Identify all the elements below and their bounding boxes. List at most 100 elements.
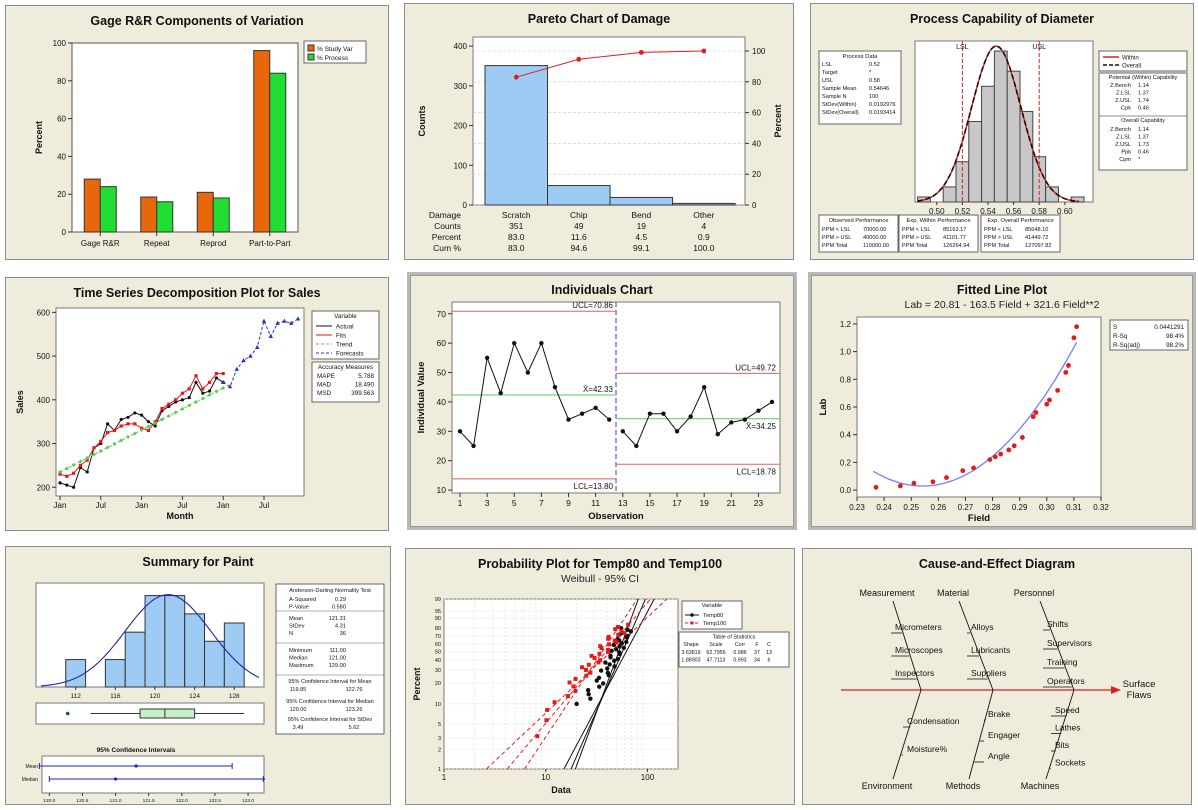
x-tick-label: 0.32 xyxy=(1093,503,1109,512)
performance-label: PPM > USL xyxy=(902,235,931,241)
stats-value: 98.2% xyxy=(1166,342,1184,349)
x-tick-label: 21 xyxy=(727,498,737,508)
forecast-point xyxy=(221,379,226,384)
potential-value: 1.14 xyxy=(1138,83,1149,89)
plot-area xyxy=(856,316,1102,498)
ci-x-tick-label: 120.5 xyxy=(76,798,88,804)
observation-point xyxy=(647,411,653,416)
potential-value: 0.46 xyxy=(1138,106,1149,112)
actual-point xyxy=(153,424,157,428)
x-tick-label: 15 xyxy=(645,498,655,508)
temp80-point xyxy=(605,666,610,671)
methods-cause-label: Engager xyxy=(988,730,1020,740)
ucl2-label: UCL=49.72 xyxy=(735,363,776,372)
stats-table-cell: 34 xyxy=(754,658,760,664)
bar-process xyxy=(99,186,117,233)
bar-process xyxy=(212,197,230,233)
trend-point xyxy=(78,459,83,464)
data-point xyxy=(911,480,917,486)
mean1-label: X̄=42.33 xyxy=(583,385,614,394)
quantile-value: 129.00 xyxy=(329,663,346,669)
y-tick-label: 95 xyxy=(435,609,441,615)
usl-label: USL xyxy=(1032,44,1046,51)
temp100-point xyxy=(586,662,591,667)
capability-title: Process Capability of Diameter xyxy=(909,12,1095,26)
temp100-point xyxy=(544,718,549,723)
overall-value: 1.37 xyxy=(1138,135,1149,141)
performance-title: Observed Performance xyxy=(829,218,889,224)
stat-value: 121.31 xyxy=(329,616,346,622)
stage2-line xyxy=(622,385,773,447)
x-axis-label: Month xyxy=(167,511,194,521)
accuracy-label: MAD xyxy=(317,382,331,389)
table-cell: Chip xyxy=(570,210,588,220)
stats-table-header: Corr xyxy=(735,642,746,648)
performance-box xyxy=(898,214,979,253)
normal-curve xyxy=(40,594,260,687)
data-point xyxy=(1030,414,1036,420)
stats-table-header: Shape xyxy=(683,642,698,648)
environment-cause-label: Moisture% xyxy=(907,744,948,754)
table-cell: 4.5 xyxy=(635,232,647,242)
ci-median-low: 120.00 xyxy=(290,707,307,713)
data-point xyxy=(992,454,998,460)
ci-x-tick-label: 121.5 xyxy=(143,798,155,804)
performance-value: 85163.17 xyxy=(943,227,966,233)
probability-title: Probability Plot for Temp80 and Temp100 xyxy=(477,557,723,571)
trend-point xyxy=(112,441,117,446)
temp100-point xyxy=(592,655,597,660)
measurement-cause-label: Inspectors xyxy=(895,668,934,678)
y-tick-label: 1.2 xyxy=(840,320,852,329)
legend-label: Trend xyxy=(336,342,353,349)
data-point xyxy=(930,479,936,485)
data-point xyxy=(897,483,903,489)
actual-point xyxy=(194,380,198,384)
x-tick-label: 112 xyxy=(70,693,81,700)
ci-median-title: 95% Confidence Interval for Median xyxy=(286,699,373,705)
x-tick-label: 0.29 xyxy=(1012,503,1028,512)
bar-process xyxy=(269,72,287,233)
forecast-point xyxy=(261,318,267,323)
y-tick-label: 50 xyxy=(435,650,441,656)
machines-cause-label: Sockets xyxy=(1055,758,1085,768)
histogram-bar xyxy=(124,631,146,688)
x-tick-label: 3 xyxy=(485,498,490,508)
fits-point xyxy=(167,402,171,406)
y-tick-label: 80 xyxy=(435,626,441,632)
plot-area xyxy=(55,307,305,497)
y-axis-label: Percent xyxy=(412,667,422,700)
observation-point xyxy=(593,405,598,410)
legend-label: % Process xyxy=(317,55,349,62)
plot-area xyxy=(451,301,781,494)
data-point xyxy=(1047,397,1052,403)
trend-point xyxy=(71,462,76,467)
overall-label: Cpm xyxy=(1119,157,1131,163)
material-cause-label: Lubricants xyxy=(971,645,1010,655)
stat-label: Mean xyxy=(289,616,303,622)
pareto-panel: Pareto Chart of Damage 0 20 40 60 80 100 0 100 2… xyxy=(404,3,794,260)
observation-point xyxy=(552,385,558,390)
y-tick-label: 0.0 xyxy=(840,486,852,495)
observation-point xyxy=(769,399,775,405)
process-data-label: Sample N xyxy=(822,94,847,100)
ci-sd-high: 5.62 xyxy=(349,725,360,731)
methods-cause-label: Brake xyxy=(988,709,1010,719)
legend-title: Variable xyxy=(334,313,357,320)
right-tick-label: 20 xyxy=(752,170,761,179)
x-tick-label: 0.30 xyxy=(1039,503,1055,512)
fits-point xyxy=(65,474,69,478)
x-tick-label: Jul xyxy=(259,501,269,510)
forecast-point xyxy=(289,320,294,325)
accuracy-label: MSD xyxy=(317,390,331,397)
ci-plot-title: 95% Confidence Intervals xyxy=(97,747,176,754)
fits-point xyxy=(208,380,212,384)
legend-label: Forecasts xyxy=(336,351,364,358)
temp80-point xyxy=(586,691,591,697)
accuracy-label: MAPE xyxy=(317,373,335,380)
y-tick-label: 0.2 xyxy=(840,458,852,467)
right-tick-label: 80 xyxy=(752,78,761,87)
accuracy-value: 18.490 xyxy=(355,382,375,389)
overall-label: Z.USL xyxy=(1115,142,1131,148)
x-tick-label: 10 xyxy=(541,773,550,782)
